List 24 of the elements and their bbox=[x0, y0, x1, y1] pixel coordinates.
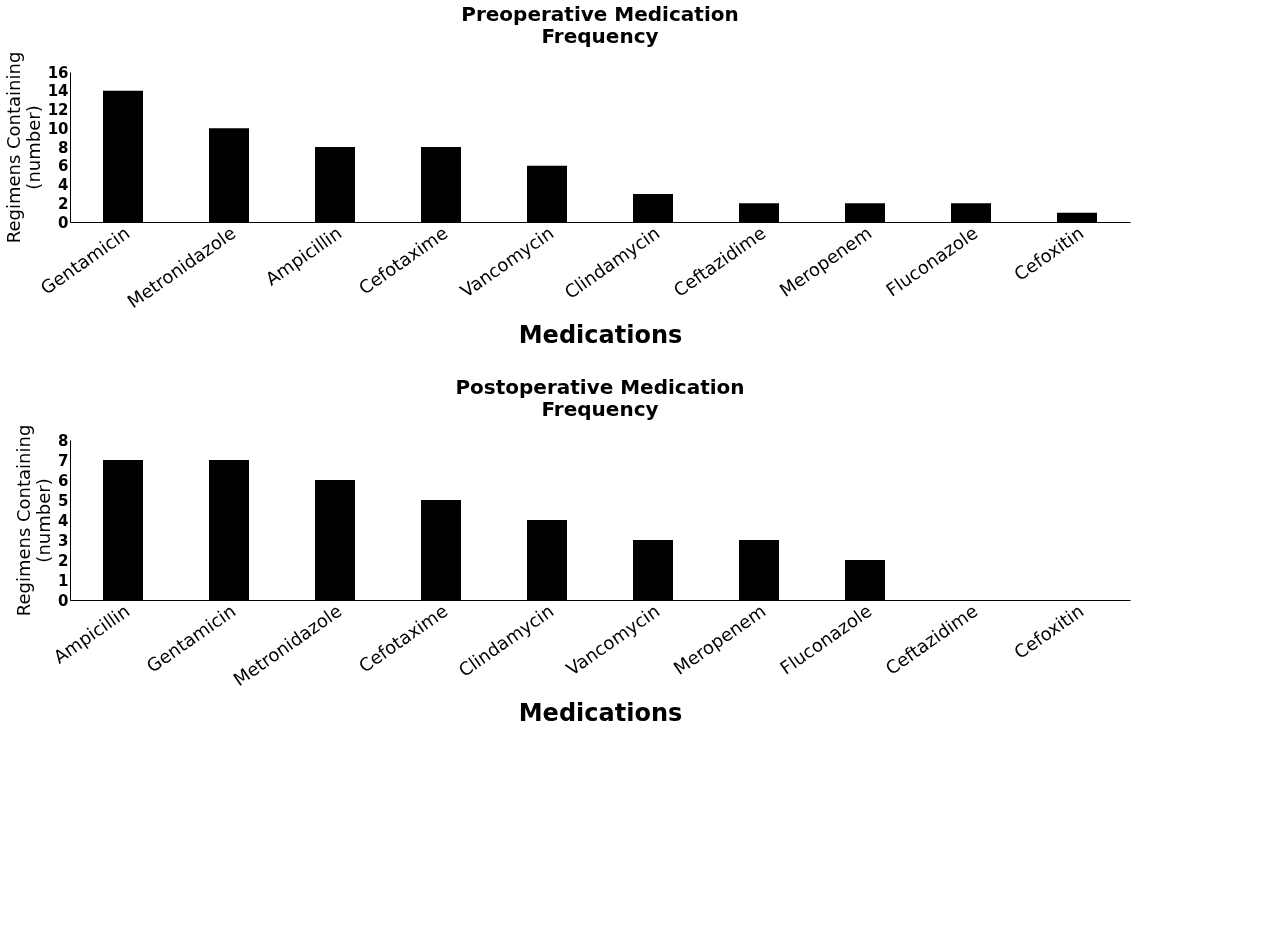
y-tick-label: 14 bbox=[47, 82, 69, 101]
y-tick-label: 4 bbox=[58, 511, 69, 530]
y-tick-label: 0 bbox=[58, 213, 69, 232]
y-tick-label: 8 bbox=[58, 431, 69, 450]
y-axis-title: Regimens Containing (number) bbox=[2, 51, 44, 244]
x-axis-title: Medications bbox=[518, 321, 683, 350]
y-tick-label: 10 bbox=[47, 119, 69, 138]
chart-title: Preoperative Medication Frequency bbox=[461, 2, 739, 49]
y-tick-label: 7 bbox=[58, 451, 69, 470]
y-tick-label: 12 bbox=[47, 101, 69, 119]
y-tick-label: 2 bbox=[58, 194, 69, 213]
y-axis-title: Regimens Containing (number) bbox=[13, 424, 55, 617]
chart-title: Postoperative Medication Frequency bbox=[455, 375, 745, 422]
y-tick-label: 6 bbox=[58, 471, 69, 490]
y-tick-label: 5 bbox=[58, 491, 69, 510]
y-tick-label: 1 bbox=[58, 571, 69, 590]
y-tick-label: 0 bbox=[58, 591, 69, 610]
x-axis-title: Medications bbox=[518, 699, 683, 728]
y-tick-label: 3 bbox=[58, 531, 69, 550]
y-tick-label: 6 bbox=[58, 157, 69, 176]
y-tick-label: 4 bbox=[58, 176, 69, 194]
y-tick-label: 8 bbox=[58, 138, 69, 157]
y-tick-label: 16 bbox=[47, 63, 69, 82]
y-tick-label: 2 bbox=[58, 551, 69, 570]
